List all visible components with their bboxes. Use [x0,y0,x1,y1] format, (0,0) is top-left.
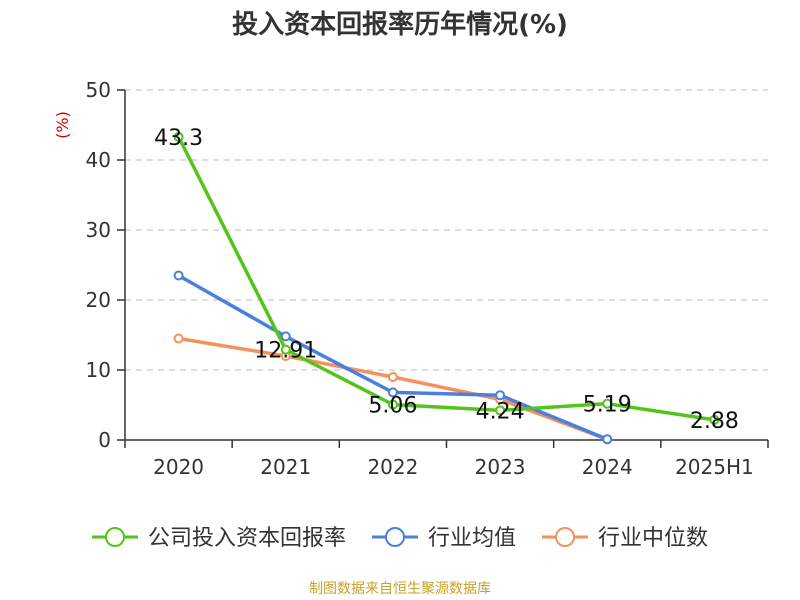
y-tick-label: 40 [86,148,111,172]
x-tick-label: 2021 [260,455,311,479]
legend-label: 行业中位数 [598,526,708,551]
data-label: 2.88 [690,409,739,434]
data-label: 12.91 [254,339,317,364]
y-tick-label: 20 [86,288,111,312]
legend-marker-icon [385,527,405,547]
data-point [495,405,506,416]
data-label: 4.24 [476,399,525,424]
series-lines [173,131,720,445]
x-tick-label: 2022 [367,455,418,479]
data-point [280,344,291,355]
data-point [495,390,506,401]
y-axis-label: (%) [53,111,72,139]
data-label: 5.19 [583,393,632,418]
data-point [173,131,184,142]
axes: 0 10 20 30 40 50 2020 2021 2022 2023 2024 2025H1 (%) [53,78,769,479]
source-note: 制图数据来自恒生聚源数据库 [309,581,491,597]
chart-title: 投入资本回报率历年情况(%) [232,10,568,40]
data-point [387,372,398,382]
data-label: 43.3 [154,126,203,151]
data-point [280,331,291,342]
x-tick-label: 2020 [153,455,204,479]
x-tick-label: 2023 [475,455,526,479]
y-tick-label: 0 [98,428,111,452]
legend-label: 公司投入资本回报率 [148,526,346,551]
y-tick-label: 30 [86,218,111,242]
data-point [709,414,720,425]
series-line [176,135,717,422]
data-point [173,270,184,281]
data-point [602,434,613,445]
data-point [387,387,398,398]
legend-marker-icon [555,527,575,547]
x-tick-label: 2025H1 [675,455,754,479]
grid-lines [125,89,768,371]
legend: 公司投入资本回报率 行业均值 行业中位数 [92,526,708,551]
data-point [387,399,398,410]
y-tick-label: 10 [86,358,111,382]
legend-marker-icon [105,527,125,547]
legend-item[interactable]: 公司投入资本回报率 [92,526,346,551]
data-point [173,333,184,344]
x-tick-label: 2024 [582,455,633,479]
data-labels: 43.3 12.91 5.06 4.24 5.19 2.88 [154,126,739,434]
legend-item[interactable]: 行业中位数 [542,526,708,551]
data-label: 5.06 [368,394,417,419]
y-tick-label: 50 [86,78,111,102]
legend-label: 行业均值 [428,526,516,551]
data-point [602,398,613,409]
legend-item[interactable]: 行业均值 [372,526,516,551]
